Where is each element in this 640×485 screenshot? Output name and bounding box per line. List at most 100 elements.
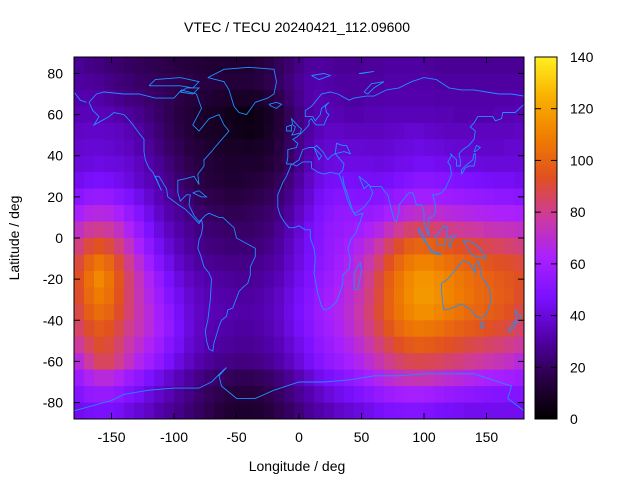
heatmap-cell xyxy=(504,122,515,140)
heatmap-cell xyxy=(414,89,425,107)
coastline xyxy=(88,89,230,225)
heatmap-cell xyxy=(234,320,245,338)
heatmap-cell xyxy=(444,139,455,157)
heatmap-cell xyxy=(124,221,135,239)
heatmap-cell xyxy=(284,369,295,387)
heatmap-cell xyxy=(274,270,285,288)
heatmap-cell xyxy=(314,254,325,272)
heatmap-cell xyxy=(204,303,215,321)
heatmap-cell xyxy=(494,287,505,305)
heatmap-cell xyxy=(404,155,415,173)
heatmap-cell xyxy=(244,139,255,157)
heatmap-cell xyxy=(504,172,515,190)
heatmap-cell xyxy=(174,89,185,107)
heatmap-cell xyxy=(214,139,225,157)
heatmap-cell xyxy=(214,221,225,239)
heatmap-cell xyxy=(344,139,355,157)
heatmap-cell xyxy=(274,172,285,190)
heatmap-cell xyxy=(404,106,415,124)
heatmap-cell xyxy=(254,188,265,206)
heatmap-cell xyxy=(294,287,305,305)
heatmap-cell xyxy=(234,188,245,206)
heatmap-cell xyxy=(304,238,315,256)
heatmap-cell xyxy=(114,287,125,305)
heatmap-cell xyxy=(424,353,435,371)
heatmap-cell xyxy=(144,238,155,256)
heatmap-cell xyxy=(404,89,415,107)
heatmap-cell xyxy=(254,155,265,173)
heatmap-cell xyxy=(104,320,115,338)
heatmap-cell xyxy=(94,139,105,157)
heatmap-cell xyxy=(194,238,205,256)
heatmap-cell xyxy=(504,155,515,173)
heatmap-cell xyxy=(334,369,345,387)
heatmap-cell xyxy=(174,172,185,190)
heatmap-cell xyxy=(194,57,205,75)
heatmap-cell xyxy=(144,303,155,321)
coastline xyxy=(286,124,292,132)
heatmap-cell xyxy=(314,106,325,124)
heatmap-cell xyxy=(384,270,395,288)
heatmap-cell xyxy=(424,320,435,338)
heatmap-cell xyxy=(404,221,415,239)
heatmap-cell xyxy=(314,353,325,371)
coastline xyxy=(447,235,457,249)
heatmap-cell xyxy=(284,188,295,206)
heatmap-cell xyxy=(374,89,385,107)
heatmap-cell xyxy=(144,270,155,288)
heatmap-cell xyxy=(504,73,515,91)
heatmap-cell xyxy=(294,270,305,288)
heatmap-cell xyxy=(254,205,265,223)
heatmap-cell xyxy=(144,89,155,107)
heatmap-cell xyxy=(134,287,145,305)
heatmap-cell xyxy=(224,386,235,404)
heatmap-cell xyxy=(134,270,145,288)
heatmap-cell xyxy=(284,402,295,419)
heatmap-cell xyxy=(424,73,435,91)
heatmap-cell xyxy=(134,238,145,256)
heatmap-cell xyxy=(394,320,405,338)
heatmap-cell xyxy=(384,188,395,206)
heatmap-cell xyxy=(334,270,345,288)
heatmap-cell xyxy=(94,369,105,387)
heatmap-cell xyxy=(184,320,195,338)
heatmap-cell xyxy=(174,73,185,91)
heatmap-cell xyxy=(234,238,245,256)
heatmap-cell xyxy=(164,155,175,173)
heatmap-cell xyxy=(274,238,285,256)
heatmap-cell xyxy=(94,402,105,419)
heatmap-cell xyxy=(264,336,275,354)
heatmap-cell xyxy=(504,287,515,305)
heatmap-cell xyxy=(414,270,425,288)
colorbar-tick-label: 80 xyxy=(570,204,586,220)
heatmap-cell xyxy=(204,270,215,288)
y-tick-label: 80 xyxy=(47,65,63,81)
heatmap-cell xyxy=(284,139,295,157)
heatmap-cell xyxy=(174,287,185,305)
heatmap-cell xyxy=(324,139,335,157)
heatmap-cell xyxy=(514,139,524,157)
heatmap-cell xyxy=(74,238,85,256)
heatmap-cell xyxy=(124,139,135,157)
heatmap-cell xyxy=(164,303,175,321)
heatmap-cell xyxy=(364,238,375,256)
heatmap-cell xyxy=(334,320,345,338)
heatmap-cell xyxy=(344,369,355,387)
heatmap-cell xyxy=(254,73,265,91)
heatmap-cell xyxy=(424,172,435,190)
coastline xyxy=(290,117,303,136)
heatmap-cell xyxy=(434,57,445,75)
heatmap-cell xyxy=(104,369,115,387)
heatmap-cell xyxy=(434,172,445,190)
heatmap-cell xyxy=(84,287,95,305)
heatmap-cell xyxy=(374,303,385,321)
heatmap-cell xyxy=(414,188,425,206)
heatmap-cell xyxy=(274,386,285,404)
heatmap-cell xyxy=(234,287,245,305)
heatmap-cell xyxy=(394,106,405,124)
heatmap-cell xyxy=(224,139,235,157)
heatmap-cell xyxy=(324,254,335,272)
heatmap-cell xyxy=(444,320,455,338)
heatmap-cell xyxy=(84,155,95,173)
